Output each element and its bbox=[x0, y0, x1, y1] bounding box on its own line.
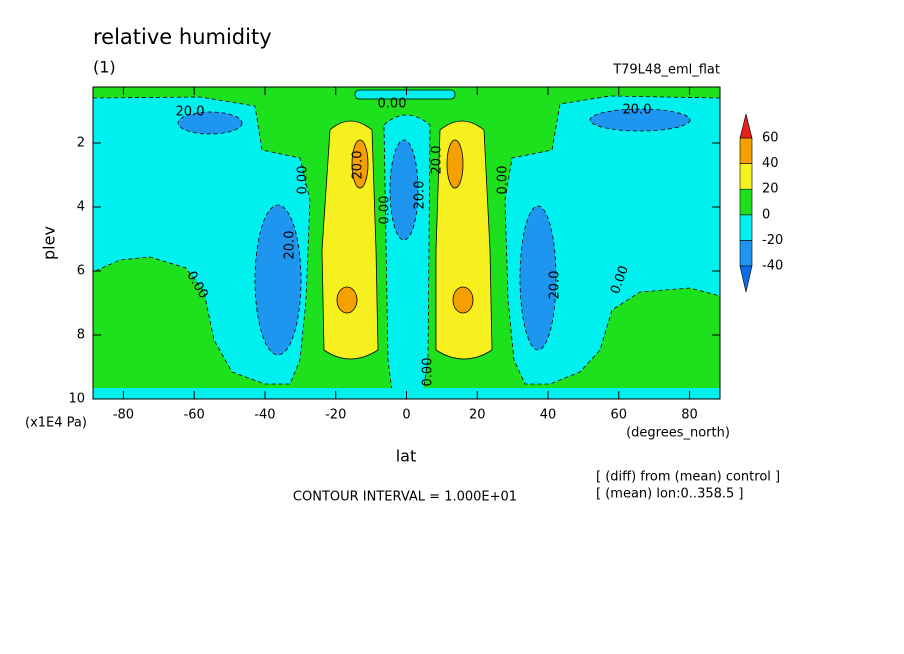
contour-label: 20.0 bbox=[623, 103, 652, 118]
contour-fill bbox=[254, 204, 302, 356]
x-tick-label: -80 bbox=[113, 408, 134, 423]
colorbar-label: 0 bbox=[762, 207, 770, 222]
colorbar-label: -40 bbox=[762, 259, 783, 274]
contour-interval: CONTOUR INTERVAL = 1.000E+01 bbox=[293, 490, 517, 505]
contour-fill bbox=[446, 139, 464, 189]
x-unit: (degrees_north) bbox=[626, 426, 730, 441]
x-tick-label: 80 bbox=[681, 408, 698, 423]
colorbar-top bbox=[739, 113, 753, 139]
y-tick-label: 2 bbox=[77, 136, 85, 151]
contour-label: 0.00 bbox=[421, 358, 436, 387]
contour-fill bbox=[336, 286, 358, 314]
colorbar-box bbox=[739, 188, 753, 216]
chart-title: relative humidity bbox=[93, 25, 272, 49]
contour-label: 20.0 bbox=[351, 151, 366, 180]
colorbar-label: 20 bbox=[762, 182, 779, 197]
x-tick-label: -60 bbox=[184, 408, 205, 423]
y-tick-label: 4 bbox=[77, 200, 85, 215]
x-tick-label: 60 bbox=[611, 408, 628, 423]
contour-fill bbox=[389, 139, 419, 241]
x-tick-label: -20 bbox=[325, 408, 346, 423]
contour-label: 20.0 bbox=[413, 181, 428, 210]
colorbar-box bbox=[739, 214, 753, 241]
contour-field bbox=[93, 87, 720, 399]
contour-fill bbox=[519, 205, 557, 351]
colorbar-box bbox=[739, 163, 753, 190]
colorbar-bottom bbox=[739, 265, 753, 293]
y-tick-label: 10 bbox=[68, 392, 85, 407]
contour-label: 20.0 bbox=[548, 271, 563, 300]
colorbar-label: 40 bbox=[762, 156, 779, 171]
contour-fill bbox=[354, 89, 456, 100]
contour-label: 0.00 bbox=[378, 196, 393, 225]
contour-label: 20.0 bbox=[176, 105, 205, 120]
x-tick-label: 20 bbox=[469, 408, 486, 423]
contour-label: 0.00 bbox=[296, 166, 311, 195]
contour-label: 20.0 bbox=[430, 146, 445, 175]
colorbar-box bbox=[739, 240, 753, 267]
contour-label: 0.00 bbox=[378, 97, 407, 112]
contour-fill bbox=[177, 111, 243, 135]
x-axis-label: lat bbox=[396, 447, 417, 466]
contour-fill bbox=[504, 95, 720, 385]
y-tick-label: 6 bbox=[77, 264, 85, 279]
y-tick-label: 8 bbox=[77, 328, 85, 343]
run-label: T79L48_eml_flat bbox=[612, 63, 720, 78]
contour-fill bbox=[452, 286, 474, 314]
colorbar-label: -20 bbox=[762, 233, 783, 248]
y-unit: (x1E4 Pa) bbox=[25, 416, 87, 431]
contour-label: 20.0 bbox=[283, 231, 298, 260]
x-tick-label: 0 bbox=[402, 408, 410, 423]
note: [ (diff) from (mean) control ] bbox=[596, 470, 780, 485]
note: [ (mean) lon:0..358.5 ] bbox=[596, 487, 744, 502]
colorbar-label: 60 bbox=[762, 131, 779, 146]
contour-fill bbox=[93, 96, 311, 385]
colorbar-box bbox=[739, 137, 753, 164]
subtitle: (1) bbox=[93, 58, 116, 77]
contour-fill bbox=[351, 139, 369, 189]
x-tick-label: -40 bbox=[254, 408, 275, 423]
contour-label: 0.00 bbox=[496, 166, 511, 195]
contour-fill bbox=[589, 108, 691, 132]
x-tick-label: 40 bbox=[540, 408, 557, 423]
y-axis-label: plev bbox=[40, 226, 59, 260]
